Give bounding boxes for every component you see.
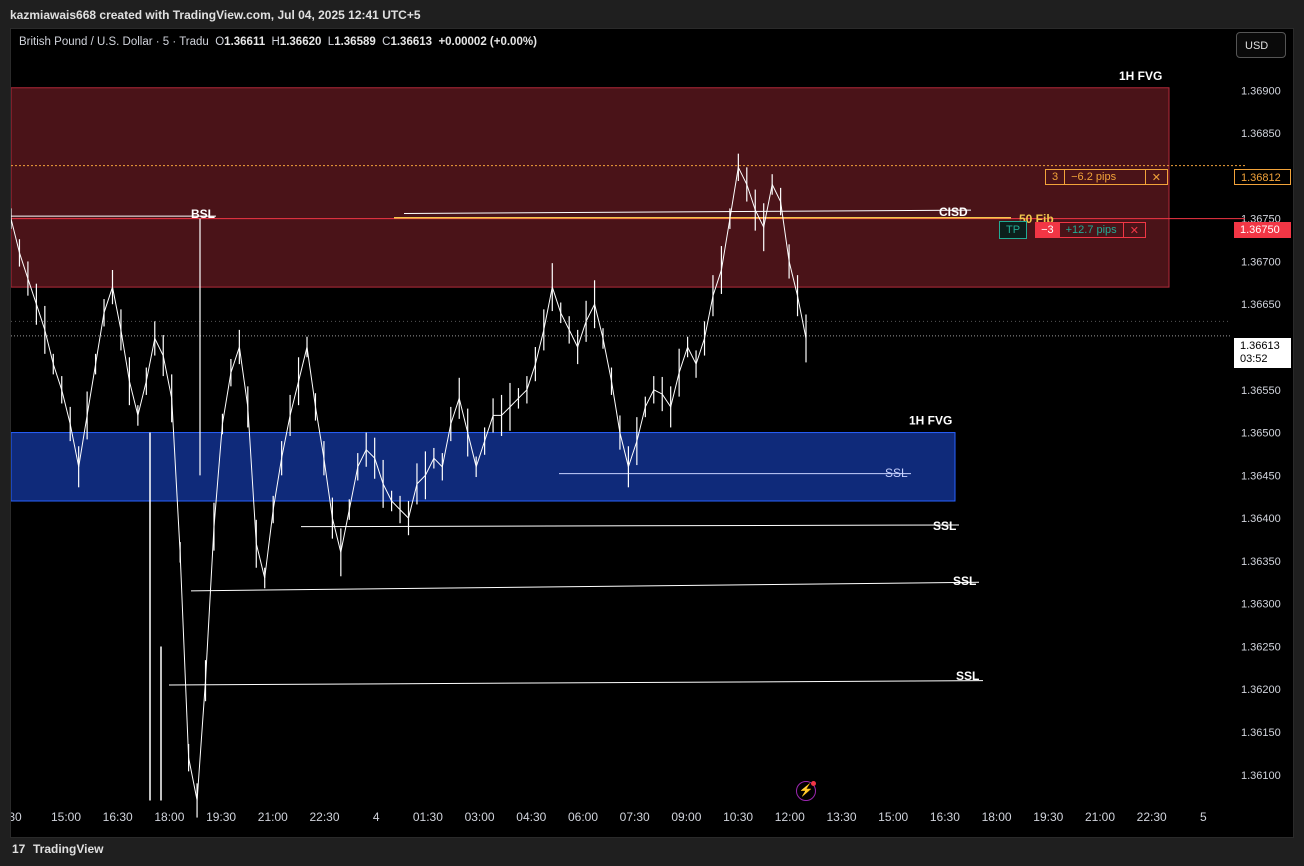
x-tick-label: :30 bbox=[11, 810, 22, 824]
lightning-icon[interactable]: ⚡ bbox=[796, 781, 816, 801]
order-box-stop[interactable]: 3 −6.2 pips ✕ bbox=[1045, 169, 1168, 185]
y-tick-label: 1.36200 bbox=[1241, 684, 1281, 696]
candle-countdown: 03:52 bbox=[1240, 353, 1268, 365]
y-tick-label: 1.36900 bbox=[1241, 85, 1281, 97]
x-tick-label: 07:30 bbox=[620, 810, 650, 824]
y-tick-label: 1.36400 bbox=[1241, 513, 1281, 525]
attribution-text: kazmiawais668 created with TradingView.c… bbox=[10, 8, 421, 22]
close-label: C bbox=[382, 36, 391, 48]
x-tick-label: 21:00 bbox=[1085, 810, 1115, 824]
tp-label: TP bbox=[999, 221, 1028, 239]
currency-button[interactable]: USD bbox=[1236, 32, 1286, 58]
order-pips: +12.7 pips bbox=[1059, 222, 1123, 238]
ssl-line bbox=[190, 581, 980, 592]
last-price: 1.36613 bbox=[1240, 340, 1280, 352]
y-tick-label: 1.36650 bbox=[1241, 299, 1281, 311]
x-tick-label: 22:30 bbox=[1137, 810, 1167, 824]
last-price-tag: 1.36613 03:52 bbox=[1234, 338, 1291, 368]
x-tick-label: 19:30 bbox=[206, 810, 236, 824]
ssl-label: SSL bbox=[933, 519, 956, 533]
ssl-line bbox=[300, 524, 960, 528]
x-tick-label: 16:30 bbox=[930, 810, 960, 824]
x-tick-label: 15:00 bbox=[878, 810, 908, 824]
x-tick-label: 03:00 bbox=[465, 810, 495, 824]
ssl-line bbox=[168, 680, 984, 686]
ssl-label: SSL bbox=[953, 574, 976, 588]
footer-brand: TradingView bbox=[33, 842, 104, 856]
x-tick-label: 18:00 bbox=[982, 810, 1012, 824]
x-tick-label: 15:00 bbox=[51, 810, 81, 824]
cisd-line bbox=[403, 209, 972, 215]
x-tick-label: 16:30 bbox=[103, 810, 133, 824]
open-label: O bbox=[215, 36, 225, 48]
open-value: 1.36611 bbox=[224, 36, 266, 48]
zone-label: 1H FVG bbox=[1119, 69, 1162, 83]
footer: 17 TradingView bbox=[0, 838, 1304, 866]
price-chart[interactable]: 1H FVG 1H FVG 1.36100 1.36150 1.36200 1.36250… bbox=[11, 29, 1294, 838]
y-tick-label: 1.36700 bbox=[1241, 256, 1281, 268]
x-tick-label: 09:00 bbox=[671, 810, 701, 824]
zone-label: 1H FVG bbox=[909, 414, 952, 428]
y-tick-label: 1.36500 bbox=[1241, 428, 1281, 440]
order-qty: −3 bbox=[1035, 222, 1060, 238]
x-tick-label: 4 bbox=[373, 810, 380, 824]
x-tick-label: 22:30 bbox=[309, 810, 339, 824]
close-icon[interactable]: ✕ bbox=[1122, 222, 1146, 238]
low-label: L bbox=[327, 36, 335, 48]
x-tick-label: 5 bbox=[1200, 810, 1207, 824]
y-tick-label: 1.36850 bbox=[1241, 128, 1281, 140]
y-tick-label: 1.36450 bbox=[1241, 470, 1281, 482]
close-value: 1.36613 bbox=[390, 36, 433, 48]
notification-dot bbox=[811, 781, 816, 786]
symbol-legend: British Pound / U.S. Dollar · 5 · Tradu … bbox=[19, 36, 537, 48]
x-tick-label: 21:00 bbox=[258, 810, 288, 824]
y-tick-label: 1.36150 bbox=[1241, 727, 1281, 739]
y-tick-label: 1.36350 bbox=[1241, 556, 1281, 568]
y-tick-label: 1.36250 bbox=[1241, 641, 1281, 653]
fvg-zone-bullish bbox=[11, 432, 956, 502]
fvg-zone-bearish bbox=[11, 87, 1170, 288]
close-icon[interactable]: ✕ bbox=[1151, 171, 1161, 184]
tradingview-logo-icon: 17 bbox=[12, 842, 26, 856]
x-tick-label: 13:30 bbox=[826, 810, 856, 824]
x-tick-label: 18:00 bbox=[154, 810, 184, 824]
x-tick-label: 12:00 bbox=[775, 810, 805, 824]
high-label: H bbox=[271, 36, 280, 48]
low-value: 1.36589 bbox=[334, 36, 376, 48]
x-tick-label: 10:30 bbox=[723, 810, 753, 824]
symbol-name: British Pound / U.S. Dollar · 5 · Tradu bbox=[19, 36, 209, 48]
x-tick-label: 01:30 bbox=[413, 810, 443, 824]
ssl-label: SSL bbox=[956, 669, 979, 683]
y-tick-label: 1.36300 bbox=[1241, 599, 1281, 611]
attribution-bar: kazmiawais668 created with TradingView.c… bbox=[0, 0, 1304, 28]
change-value: +0.00002 (+0.00%) bbox=[438, 36, 537, 48]
order-price-tag: 1.36750 bbox=[1234, 222, 1291, 238]
bsl-label: BSL bbox=[191, 207, 215, 221]
y-tick-label: 1.36550 bbox=[1241, 385, 1281, 397]
order-qty: 3 bbox=[1046, 170, 1066, 184]
y-tick-label: 1.36100 bbox=[1241, 770, 1281, 782]
order-price-tag: 1.36812 bbox=[1234, 169, 1291, 185]
order-box-tp[interactable]: TP −3 +12.7 pips ✕ bbox=[999, 221, 1169, 239]
order-pips: −6.2 pips bbox=[1065, 170, 1146, 184]
ssl-label: SSL bbox=[885, 466, 908, 480]
chart-area[interactable]: 1H FVG 1H FVG 1.36100 1.36150 1.36200 1.36250… bbox=[10, 28, 1294, 838]
x-tick-label: 06:00 bbox=[568, 810, 598, 824]
x-tick-label: 19:30 bbox=[1033, 810, 1063, 824]
high-value: 1.36620 bbox=[279, 36, 322, 48]
cisd-label: CISD bbox=[939, 205, 968, 219]
x-tick-label: 04:30 bbox=[516, 810, 546, 824]
